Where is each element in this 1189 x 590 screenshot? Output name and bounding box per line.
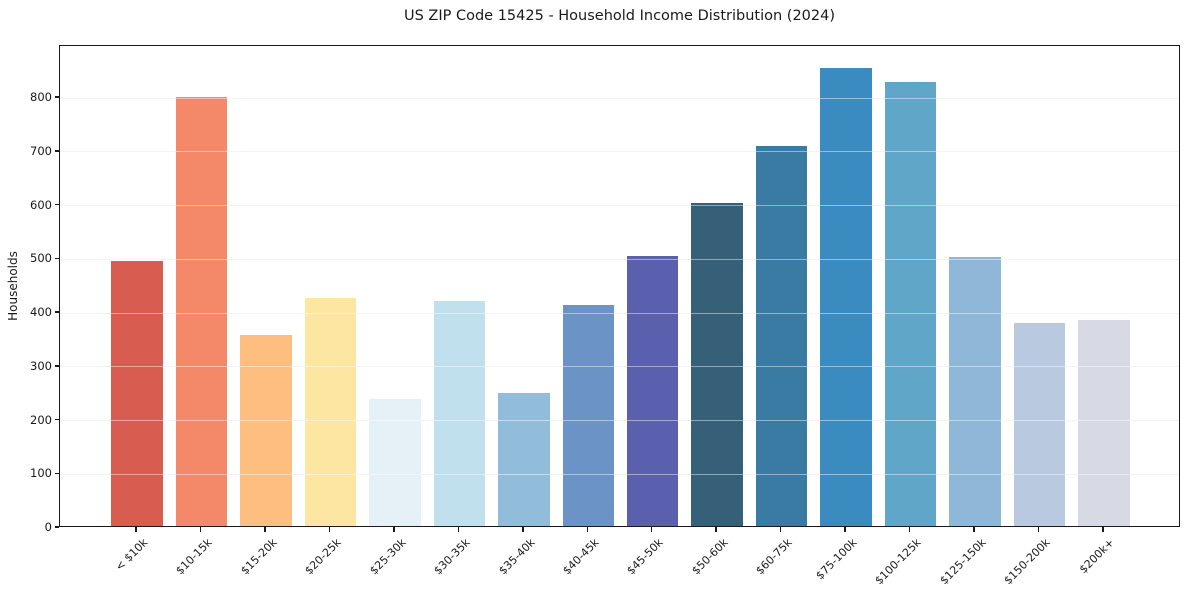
bar [240,335,292,526]
y-tick-mark [55,96,59,98]
bar [175,97,228,526]
gridline [60,420,1179,422]
gridline [60,151,1179,153]
x-tick-mark [779,527,782,532]
gridline [60,97,1179,99]
bar [1013,323,1066,526]
bar [949,257,1001,526]
chart-title: US ZIP Code 15425 - Household Income Dis… [403,8,836,24]
y-tick-mark [55,365,59,367]
gridline [60,366,1179,368]
y-tick-label: 100 [30,466,52,481]
gridline [60,312,1179,314]
gridline [60,258,1179,260]
x-tick-label: $125-150k [936,536,989,588]
x-tick-label: $10-15k [173,536,215,578]
bar [433,301,486,526]
y-tick-label: 200 [30,412,52,427]
x-tick-mark [457,527,460,532]
x-tick-mark [586,527,589,532]
bar [1078,320,1130,526]
x-tick-label: $40-45k [560,536,602,578]
bar [111,260,163,526]
gridline [60,151,1179,153]
gridline [60,473,1179,475]
gridline [60,205,1179,207]
bar [562,305,615,526]
gridline [60,420,1179,422]
x-tick-mark [715,527,717,532]
gridline [60,312,1179,314]
x-tick-label: $25-30k [366,536,409,578]
x-tick-label: $45-50k [624,536,666,578]
x-tick-mark [522,527,524,532]
y-tick-label: 800 [30,90,52,105]
x-tick-label: $150-200k [1001,536,1053,588]
bar [369,399,421,526]
bar [691,202,743,526]
x-tick-mark [199,527,202,532]
gridline [60,366,1179,368]
y-tick-mark [55,418,59,421]
x-tick-mark [393,527,395,532]
x-tick-label: $30-35k [431,536,473,578]
x-tick-mark [328,527,331,532]
gridline [60,258,1179,260]
bar [498,393,550,526]
x-tick-mark [1102,527,1104,532]
x-tick-mark [973,527,975,532]
x-tick-mark [650,527,653,532]
gridline [60,205,1179,207]
x-tick-mark [844,527,846,532]
x-tick-label: $35-40k [495,536,538,578]
bar [304,298,357,526]
y-tick-label: 400 [30,305,52,320]
x-tick-label: $60-75k [753,536,795,578]
x-tick-mark [908,527,911,532]
x-tick-label: $100-125k [872,536,924,588]
y-tick-mark [55,257,59,260]
y-tick-label: 700 [30,143,52,158]
x-tick-mark [264,527,266,532]
bar [755,146,808,526]
x-tick-label: $20-25k [302,536,344,578]
plot-area [59,45,1180,527]
gridline [60,97,1179,99]
y-tick-mark [55,203,59,206]
x-tick-label: $50-60k [689,536,731,578]
x-tick-label: $75-100k [813,536,860,583]
x-tick-label: $200k+ [1076,536,1117,577]
y-tick-label: 300 [30,358,52,373]
y-tick-label: 600 [30,197,52,212]
bar [820,67,872,526]
x-tick-mark [135,527,137,532]
bar [884,82,937,526]
y-tick-mark [55,472,59,474]
bar [626,255,679,526]
x-tick-label: < $10k [112,536,151,574]
y-tick-mark [55,311,59,313]
y-tick-label: 500 [30,251,52,266]
y-tick-mark [55,526,59,528]
y-tick-mark [55,150,59,152]
gridline [60,473,1179,475]
x-tick-mark [1037,527,1040,532]
x-tick-label: $15-20k [238,536,280,578]
y-tick-label: 0 [44,520,52,534]
